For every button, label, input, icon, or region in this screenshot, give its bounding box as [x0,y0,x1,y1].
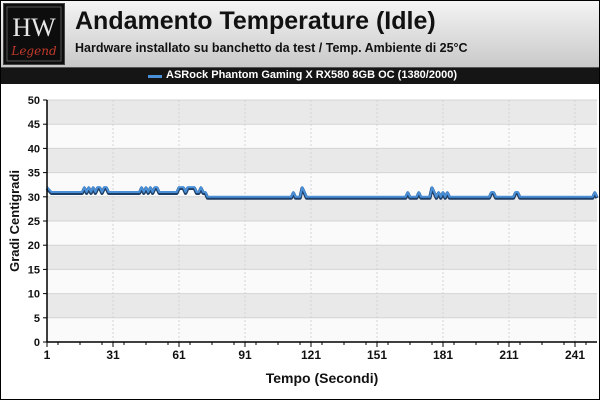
y-tick-label: 30 [28,192,40,204]
legend-bar: ASRock Phantom Gaming X RX580 8GB OC (13… [1,68,599,84]
hwlegend-logo: HW Legend [3,3,65,65]
series-line [46,186,598,198]
y-tick-label: 20 [28,240,40,252]
logo-hw-text: HW [12,13,56,42]
y-tick-label: 40 [28,143,40,155]
x-tick-label: 121 [301,348,321,362]
logo-legend-text: Legend [10,44,57,58]
chart-subtitle: Hardware installato su banchetto da test… [75,41,468,55]
chart-header: HW Legend Andamento Temperature (Idle) H… [1,1,599,68]
grid-band [47,100,597,125]
y-tick-label: 50 [28,95,40,107]
x-tick-label: 61 [172,348,186,362]
y-tick-label: 15 [28,264,40,276]
grid-band [47,293,597,318]
x-tick-label: 241 [565,348,585,362]
grid-band [47,148,597,173]
chart-title: Andamento Temperature (Idle) [75,7,436,35]
grid-band [47,196,597,221]
y-tick-label: 45 [28,119,40,131]
x-tick-label: 151 [367,348,387,362]
y-tick-label: 10 [28,289,40,301]
y-tick-label: 35 [28,168,40,180]
y-axis-label: Gradi Centigradi [7,170,22,272]
legend-series-label: ASRock Phantom Gaming X RX580 8GB OC (13… [166,69,457,81]
y-tick-label: 0 [34,337,40,349]
grid-band [47,245,597,270]
x-tick-label: 1 [44,348,51,362]
legend-swatch [148,75,162,78]
y-tick-label: 25 [28,216,40,228]
x-tick-label: 211 [499,348,519,362]
x-tick-label: 31 [106,348,120,362]
y-tick-label: 5 [34,313,40,325]
x-axis-label: Tempo (Secondi) [266,370,379,386]
logo-graphic: HW Legend [6,6,62,62]
x-tick-label: 91 [238,348,252,362]
x-tick-label: 181 [433,348,453,362]
